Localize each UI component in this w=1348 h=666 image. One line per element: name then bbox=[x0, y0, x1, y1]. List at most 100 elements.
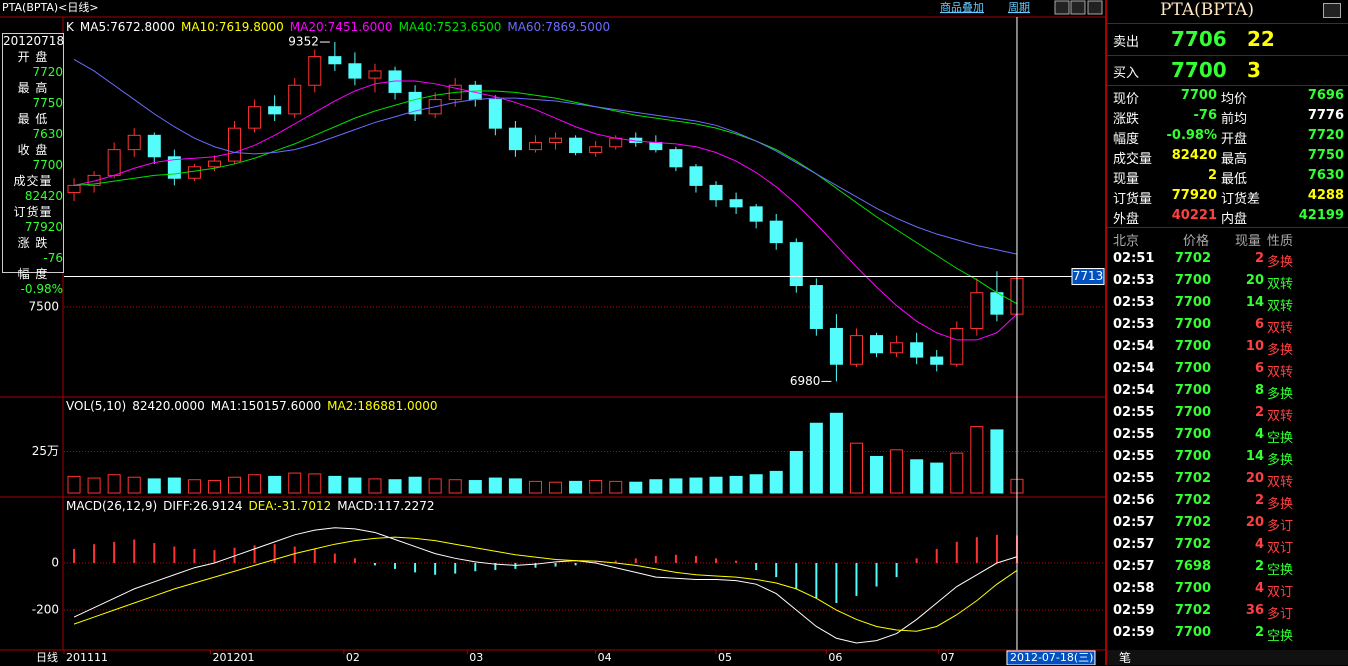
tick-type: 空换 bbox=[1267, 563, 1294, 578]
candle-body bbox=[408, 91, 422, 115]
candle-body bbox=[127, 134, 141, 151]
candle-body bbox=[167, 156, 181, 179]
tick-price: 7702 bbox=[1174, 493, 1211, 508]
info-value: 77920 bbox=[24, 220, 63, 234]
volume-bar bbox=[649, 479, 663, 494]
quote-title: PTA(BPTA) bbox=[1159, 0, 1254, 20]
tick-time: 02:59 bbox=[1113, 603, 1155, 618]
stat-label: 最低 bbox=[1221, 172, 1248, 187]
stat-label: 外盘 bbox=[1113, 212, 1140, 227]
stat-label: 成交量 bbox=[1113, 152, 1153, 167]
info-label: 收 盘 bbox=[17, 142, 49, 157]
tick-type: 双转 bbox=[1267, 321, 1294, 336]
info-value: 7700 bbox=[32, 158, 63, 172]
nav-button[interactable] bbox=[1087, 0, 1103, 15]
chart-area: PTA(BPTA)<日线> 商品叠加 周期 K MA5:7672.8000 MA10… bbox=[0, 0, 1105, 665]
nav-button[interactable] bbox=[1070, 0, 1086, 15]
header-item: K bbox=[66, 20, 75, 34]
header-item: DIFF:26.9124 bbox=[163, 499, 242, 513]
ask-volume: 22 bbox=[1247, 27, 1275, 51]
header-item: MA1:150157.6000 bbox=[211, 399, 321, 413]
close-button[interactable] bbox=[1323, 3, 1341, 18]
stat-label: 订货差 bbox=[1221, 192, 1261, 207]
volume-bar bbox=[629, 481, 643, 494]
link[interactable]: 周期 bbox=[1008, 1, 1030, 14]
tick-price: 7700 bbox=[1174, 339, 1211, 354]
volume-bar bbox=[348, 477, 362, 494]
info-label: 订货量 bbox=[13, 204, 53, 219]
ask-price: 7706 bbox=[1171, 27, 1227, 51]
stat-value: 40221 bbox=[1171, 208, 1217, 223]
quote-panel: PTA(BPTA) 卖出 7706 22 买入 7700 3 笔 现价 7700 均… bbox=[1105, 0, 1348, 665]
header-item: MA60:7869.5000 bbox=[507, 20, 610, 34]
candle-body bbox=[147, 134, 161, 158]
volume-bar bbox=[187, 479, 201, 494]
y-tick-label: 0 bbox=[51, 556, 59, 570]
indicator-line bbox=[73, 536, 1018, 632]
tick-time: 02:53 bbox=[1113, 295, 1155, 310]
info-value: 82420 bbox=[24, 189, 63, 203]
period-label: 日线 bbox=[36, 650, 58, 664]
bid-price: 7700 bbox=[1171, 58, 1227, 82]
ask-label: 卖出 bbox=[1113, 35, 1140, 50]
stat-value: 7696 bbox=[1307, 88, 1344, 103]
tick-type: 双转 bbox=[1267, 299, 1294, 314]
crosshair-label: 7713 bbox=[1073, 269, 1104, 283]
volume-bar bbox=[67, 475, 81, 494]
stat-value: 4288 bbox=[1307, 188, 1344, 203]
stat-value: 7700 bbox=[1180, 88, 1217, 103]
info-label: 开 盘 bbox=[17, 49, 49, 64]
price-annotation: 6980 bbox=[790, 374, 821, 388]
stat-value: 7630 bbox=[1307, 168, 1344, 183]
tick-time: 02:54 bbox=[1113, 383, 1155, 398]
candle-body bbox=[288, 84, 302, 115]
volume-bar bbox=[849, 442, 863, 494]
header-item: MACD:117.2272 bbox=[337, 499, 434, 513]
tick-price: 7700 bbox=[1174, 317, 1211, 332]
footer-tab[interactable]: 笔 bbox=[1119, 651, 1132, 665]
stat-value: 42199 bbox=[1298, 208, 1344, 223]
tick-price: 7702 bbox=[1174, 537, 1211, 552]
tick-time: 02:59 bbox=[1113, 625, 1155, 640]
candle-body bbox=[669, 149, 683, 168]
candle-body bbox=[970, 292, 984, 329]
volume-bar bbox=[890, 449, 904, 494]
stat-label: 现价 bbox=[1113, 92, 1140, 107]
volume-bar bbox=[910, 459, 924, 494]
tick-type: 多换 bbox=[1267, 453, 1294, 468]
candle-body bbox=[950, 327, 964, 365]
tick-type: 空换 bbox=[1267, 629, 1294, 644]
candle-body bbox=[207, 160, 221, 168]
stat-value: 7750 bbox=[1307, 148, 1344, 163]
link[interactable]: 商品叠加 bbox=[940, 0, 984, 14]
tick-time: 02:58 bbox=[1113, 581, 1155, 596]
nav-button[interactable] bbox=[1054, 0, 1070, 15]
info-value: 7630 bbox=[32, 127, 63, 141]
header-item: DEA:-31.7012 bbox=[248, 499, 331, 513]
bid-volume: 3 bbox=[1247, 58, 1261, 82]
stat-value: 7776 bbox=[1307, 108, 1344, 123]
candle-body bbox=[749, 206, 763, 222]
info-value: -76 bbox=[43, 251, 63, 265]
x-tick-label: 06 bbox=[828, 651, 842, 664]
tick-time: 02:53 bbox=[1113, 273, 1155, 288]
tick-time: 02:54 bbox=[1113, 339, 1155, 354]
volume-bar bbox=[468, 480, 482, 494]
tick-time: 02:54 bbox=[1113, 361, 1155, 376]
stat-value: 2 bbox=[1207, 168, 1217, 183]
tick-volume: 6 bbox=[1254, 317, 1264, 332]
candle-body bbox=[769, 220, 783, 244]
info-value: 7750 bbox=[32, 96, 63, 110]
tick-time: 02:51 bbox=[1113, 251, 1155, 266]
candle-body bbox=[729, 199, 743, 208]
volume-bar bbox=[388, 479, 402, 494]
header-item: MA5:7672.8000 bbox=[80, 20, 175, 34]
header-item: MA2:186881.0000 bbox=[327, 399, 437, 413]
candle-body bbox=[689, 166, 703, 186]
tick-price: 7700 bbox=[1174, 383, 1211, 398]
tick-price: 7702 bbox=[1174, 603, 1211, 618]
tick-type: 双订 bbox=[1267, 585, 1294, 600]
volume-bar bbox=[950, 452, 964, 494]
tick-volume: 4 bbox=[1254, 537, 1264, 552]
header-item: 82420.0000 bbox=[132, 399, 205, 413]
